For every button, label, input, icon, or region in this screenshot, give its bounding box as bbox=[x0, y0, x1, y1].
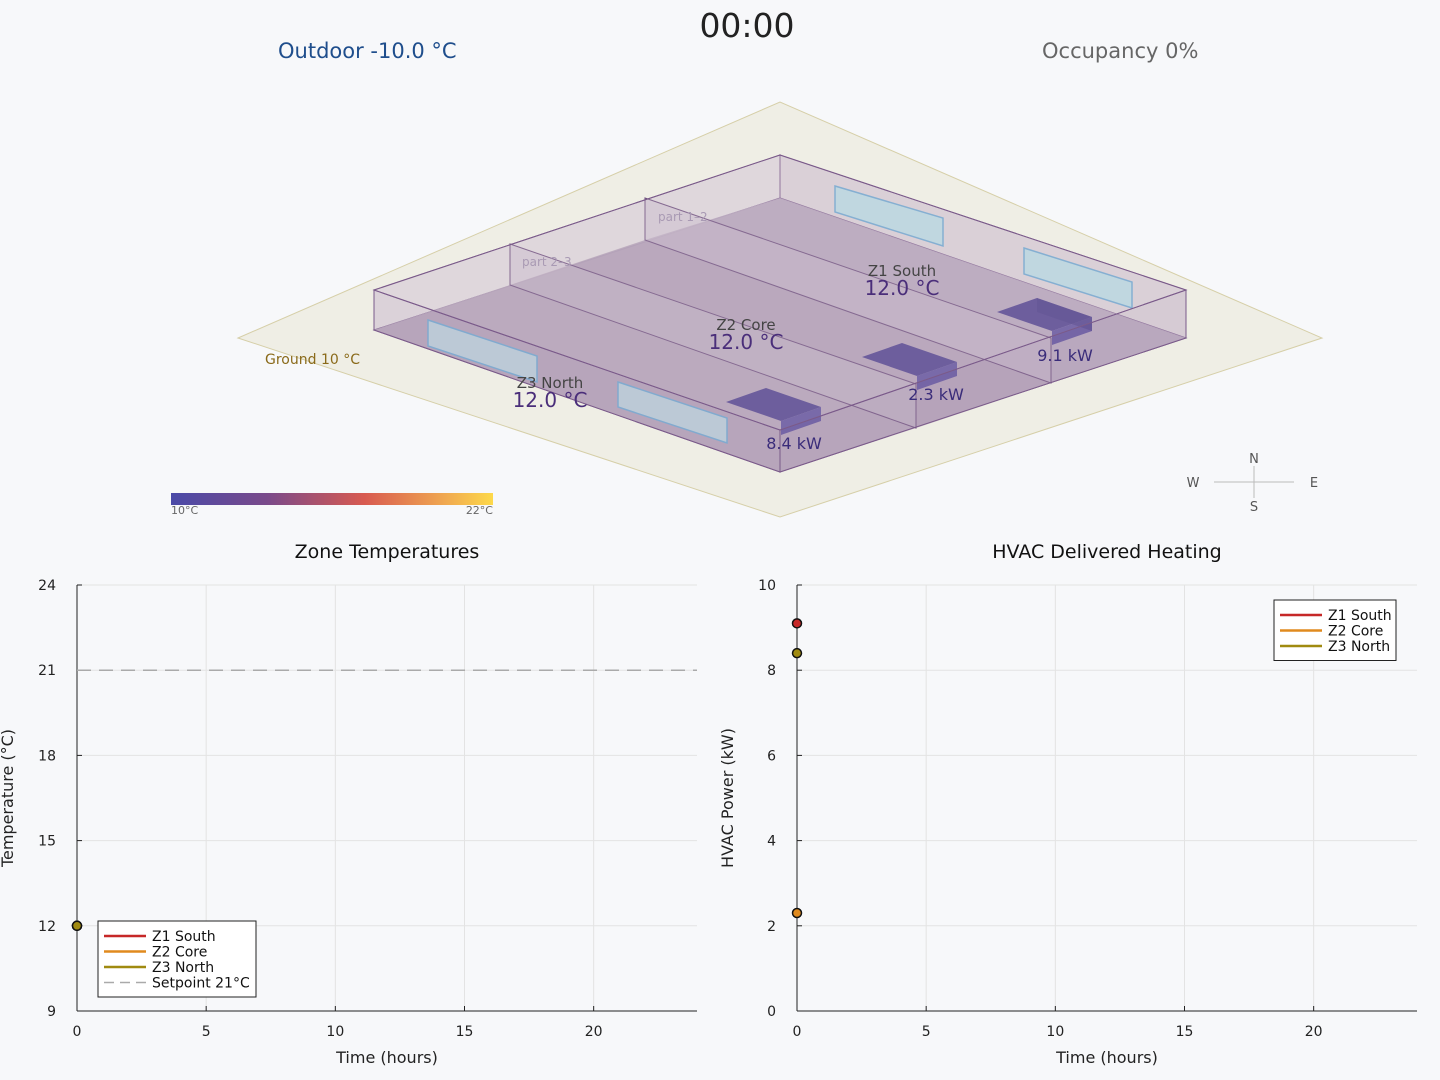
chart1-y-axis-label: Temperature (°C) bbox=[0, 729, 17, 868]
chart2-point-1-0 bbox=[791, 907, 803, 919]
chart1-legend-label-2: Z3 North bbox=[152, 960, 214, 976]
zone-temp-z3: 12.0 °C bbox=[513, 388, 588, 412]
chart1-x-tick-label-0: 0 bbox=[73, 1024, 82, 1040]
zone-temp-z2: 12.0 °C bbox=[709, 330, 784, 354]
heater-power-z1: 9.1 kW bbox=[1037, 346, 1093, 365]
chart1-title: Zone Temperatures bbox=[295, 541, 480, 563]
chart2-y-tick-label-10: 10 bbox=[758, 578, 776, 594]
zone-floor-z2 bbox=[510, 240, 1051, 428]
chart2-x-tick-label-15: 15 bbox=[1176, 1024, 1194, 1040]
chart2-title: HVAC Delivered Heating bbox=[992, 541, 1221, 563]
roof-outline bbox=[372, 154, 1188, 431]
chart1-x-tick-label-10: 10 bbox=[326, 1024, 344, 1040]
chart2-legend-label-0: Z1 South bbox=[1328, 608, 1392, 624]
chart2-y-tick-label-2: 2 bbox=[767, 919, 776, 935]
heater-power-z3: 8.4 kW bbox=[766, 434, 822, 453]
chart1-legend-label-1: Z2 Core bbox=[152, 945, 207, 961]
chart2-y-tick-label-4: 4 bbox=[767, 834, 776, 850]
chart1-y-tick-label-15: 15 bbox=[38, 834, 56, 850]
chart1-legend-label-3: Setpoint 21°C bbox=[152, 976, 250, 992]
chart2-y-axis-label: HVAC Power (kW) bbox=[718, 728, 737, 868]
heater-z3 bbox=[726, 388, 821, 435]
chart1-y-tick-label-24: 24 bbox=[38, 578, 56, 594]
chart2-y-tick-label-8: 8 bbox=[767, 663, 776, 679]
compass-n: N bbox=[1249, 452, 1259, 467]
compass-w: W bbox=[1187, 476, 1200, 491]
temperature-colorbar bbox=[171, 493, 493, 505]
zone-name-z2: Z2 Core bbox=[716, 316, 775, 334]
heater-power-z2: 2.3 kW bbox=[908, 385, 964, 404]
occupancy-readout: Occupancy 0% bbox=[1042, 39, 1199, 63]
outdoor-temperature: Outdoor -10.0 °C bbox=[278, 39, 457, 63]
chart1-x-tick-label-20: 20 bbox=[585, 1024, 603, 1040]
zone-name-z3: Z3 North bbox=[517, 374, 584, 392]
partition-label-1-2: part 1–2 bbox=[658, 210, 708, 224]
chart1-x-axis-label: Time (hours) bbox=[335, 1048, 438, 1067]
chart1-legend-box bbox=[97, 920, 257, 998]
chart1-y-tick-label-18: 18 bbox=[38, 748, 56, 764]
window-north-back-2 bbox=[1023, 246, 1133, 310]
chart1-y-tick-label-21: 21 bbox=[38, 663, 56, 679]
compass-e: E bbox=[1310, 476, 1318, 491]
chart2-y-tick-label-6: 6 bbox=[767, 748, 776, 764]
chart1-legend-label-0: Z1 South bbox=[152, 929, 216, 945]
chart2-x-tick-label-20: 20 bbox=[1305, 1024, 1323, 1040]
zone-temperatures-chart: 0 5 10 15 20 9 12 15 18 21 24 Zone Temperatures Time… bbox=[0, 541, 697, 1067]
chart1-y-tick-label-9: 9 bbox=[47, 1004, 56, 1020]
chart2-point-0-0 bbox=[791, 618, 803, 629]
compass-s: S bbox=[1250, 500, 1258, 515]
chart2-legend-label-1: Z2 Core bbox=[1328, 624, 1383, 640]
chart1-y-tick-label-12: 12 bbox=[38, 919, 56, 935]
zone-temp-z1: 12.0 °C bbox=[865, 276, 940, 300]
clock-time: 00:00 bbox=[699, 6, 795, 45]
chart2-legend-label-2: Z3 North bbox=[1328, 639, 1390, 655]
chart2-x-tick-label-10: 10 bbox=[1046, 1024, 1064, 1040]
chart2-x-tick-label-0: 0 bbox=[793, 1024, 802, 1040]
colorbar-max-label: 22°C bbox=[466, 504, 493, 517]
zone-floor-z3 bbox=[374, 285, 916, 472]
chart2-point-2-0 bbox=[791, 647, 803, 659]
chart2-y-tick-label-0: 0 bbox=[767, 1004, 776, 1020]
compass: N S W E bbox=[1187, 452, 1319, 515]
chart1-x-tick-label-5: 5 bbox=[202, 1024, 211, 1040]
colorbar-min-label: 10°C bbox=[171, 504, 198, 517]
window-front-1 bbox=[427, 318, 538, 384]
heater-z1 bbox=[997, 298, 1092, 345]
building-3d-scene: Ground 10 °C part 1–2 part 2–3 Z1 South … bbox=[171, 101, 1324, 518]
chart2-x-tick-label-5: 5 bbox=[922, 1024, 931, 1040]
chart2-x-axis-label: Time (hours) bbox=[1055, 1048, 1158, 1067]
window-front-2 bbox=[617, 380, 728, 445]
chart1-x-tick-label-15: 15 bbox=[456, 1024, 474, 1040]
window-north-back-1 bbox=[834, 184, 944, 248]
chart1-point-2-0 bbox=[71, 920, 83, 932]
partition-2-3 bbox=[509, 243, 917, 429]
zone-name-z1: Z1 South bbox=[868, 262, 936, 280]
ground-label: Ground 10 °C bbox=[265, 352, 360, 368]
partition-label-2-3: part 2–3 bbox=[522, 255, 572, 269]
